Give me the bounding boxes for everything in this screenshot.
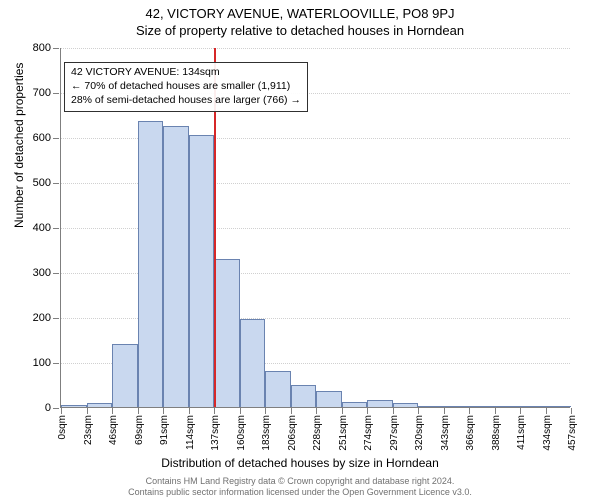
y-tick xyxy=(53,363,59,364)
x-tick-label: 69sqm xyxy=(134,415,145,445)
x-tick xyxy=(214,408,215,414)
x-tick-label: 388sqm xyxy=(491,415,502,451)
y-tick xyxy=(53,228,59,229)
y-tick xyxy=(53,318,59,319)
x-tick-label: 457sqm xyxy=(567,415,578,451)
x-tick xyxy=(316,408,317,414)
histogram-bar xyxy=(112,344,138,407)
histogram-bar xyxy=(418,406,444,407)
x-axis-label: Distribution of detached houses by size … xyxy=(0,456,600,470)
y-tick xyxy=(53,93,59,94)
x-tick-label: 434sqm xyxy=(542,415,553,451)
x-tick xyxy=(418,408,419,414)
x-tick-label: 0sqm xyxy=(57,415,68,439)
x-tick xyxy=(342,408,343,414)
histogram-bar xyxy=(189,135,215,407)
x-tick-label: 114sqm xyxy=(185,415,196,450)
x-tick xyxy=(87,408,88,414)
histogram-bar xyxy=(520,406,546,407)
x-tick xyxy=(138,408,139,414)
x-tick xyxy=(571,408,572,414)
y-tick-label: 0 xyxy=(45,402,51,414)
x-tick xyxy=(495,408,496,414)
x-tick-label: 251sqm xyxy=(338,415,349,451)
annotation-line-3: 28% of semi-detached houses are larger (… xyxy=(71,93,301,107)
x-tick xyxy=(520,408,521,414)
annotation-box: 42 VICTORY AVENUE: 134sqm ← 70% of detac… xyxy=(64,62,308,112)
y-tick-label: 300 xyxy=(33,267,51,279)
x-tick xyxy=(265,408,266,414)
y-tick xyxy=(53,183,59,184)
x-tick xyxy=(546,408,547,414)
histogram-bar xyxy=(393,403,419,407)
histogram-bar xyxy=(444,406,470,407)
x-tick-label: 23sqm xyxy=(83,415,94,445)
x-tick-label: 366sqm xyxy=(465,415,476,451)
x-tick-label: 206sqm xyxy=(287,415,298,451)
histogram-bar xyxy=(546,406,572,407)
x-tick-label: 46sqm xyxy=(108,415,119,445)
histogram-bar xyxy=(240,319,266,407)
y-tick-label: 500 xyxy=(33,177,51,189)
x-tick-label: 91sqm xyxy=(159,415,170,445)
x-tick-label: 183sqm xyxy=(261,415,272,451)
x-tick-label: 343sqm xyxy=(440,415,451,451)
y-tick-label: 100 xyxy=(33,357,51,369)
x-tick xyxy=(163,408,164,414)
histogram-bar xyxy=(265,371,291,407)
chart-subtitle: Size of property relative to detached ho… xyxy=(0,21,600,42)
y-tick-label: 700 xyxy=(33,87,51,99)
chart-container: 42, VICTORY AVENUE, WATERLOOVILLE, PO8 9… xyxy=(0,0,600,500)
x-tick xyxy=(469,408,470,414)
chart-title: 42, VICTORY AVENUE, WATERLOOVILLE, PO8 9… xyxy=(0,0,600,21)
histogram-bar xyxy=(316,391,342,407)
histogram-bar xyxy=(469,406,495,407)
x-tick-label: 160sqm xyxy=(236,415,247,451)
annotation-line-2: ← 70% of detached houses are smaller (1,… xyxy=(71,79,301,93)
x-tick xyxy=(240,408,241,414)
x-tick xyxy=(112,408,113,414)
x-tick-label: 274sqm xyxy=(363,415,374,451)
gridline xyxy=(61,48,570,49)
x-tick xyxy=(393,408,394,414)
x-tick-label: 320sqm xyxy=(414,415,425,451)
histogram-bar xyxy=(163,126,189,407)
x-tick-label: 297sqm xyxy=(389,415,400,451)
x-tick-label: 228sqm xyxy=(312,415,323,451)
x-tick xyxy=(61,408,62,414)
copyright-line-1: Contains HM Land Registry data © Crown c… xyxy=(0,476,600,487)
histogram-bar xyxy=(61,405,87,407)
x-tick xyxy=(189,408,190,414)
histogram-bar xyxy=(87,403,113,408)
y-tick xyxy=(53,48,59,49)
y-tick-label: 200 xyxy=(33,312,51,324)
x-tick xyxy=(444,408,445,414)
histogram-bar xyxy=(367,400,393,407)
histogram-bar xyxy=(214,259,240,408)
plot-area: 01002003004005006007008000sqm23sqm46sqm6… xyxy=(60,48,570,408)
y-tick-label: 400 xyxy=(33,222,51,234)
histogram-bar xyxy=(495,406,521,407)
y-tick-label: 600 xyxy=(33,132,51,144)
x-tick xyxy=(367,408,368,414)
y-tick-label: 800 xyxy=(33,42,51,54)
histogram-bar xyxy=(291,385,317,408)
annotation-line-1: 42 VICTORY AVENUE: 134sqm xyxy=(71,65,301,79)
x-tick xyxy=(291,408,292,414)
histogram-bar xyxy=(138,121,164,407)
y-tick xyxy=(53,273,59,274)
y-axis-label: Number of detached properties xyxy=(12,63,26,228)
copyright: Contains HM Land Registry data © Crown c… xyxy=(0,476,600,499)
histogram-bar xyxy=(342,402,368,407)
y-tick xyxy=(53,138,59,139)
x-tick-label: 137sqm xyxy=(210,415,221,451)
y-tick xyxy=(53,408,59,409)
copyright-line-2: Contains public sector information licen… xyxy=(0,487,600,498)
x-tick-label: 411sqm xyxy=(516,415,527,450)
